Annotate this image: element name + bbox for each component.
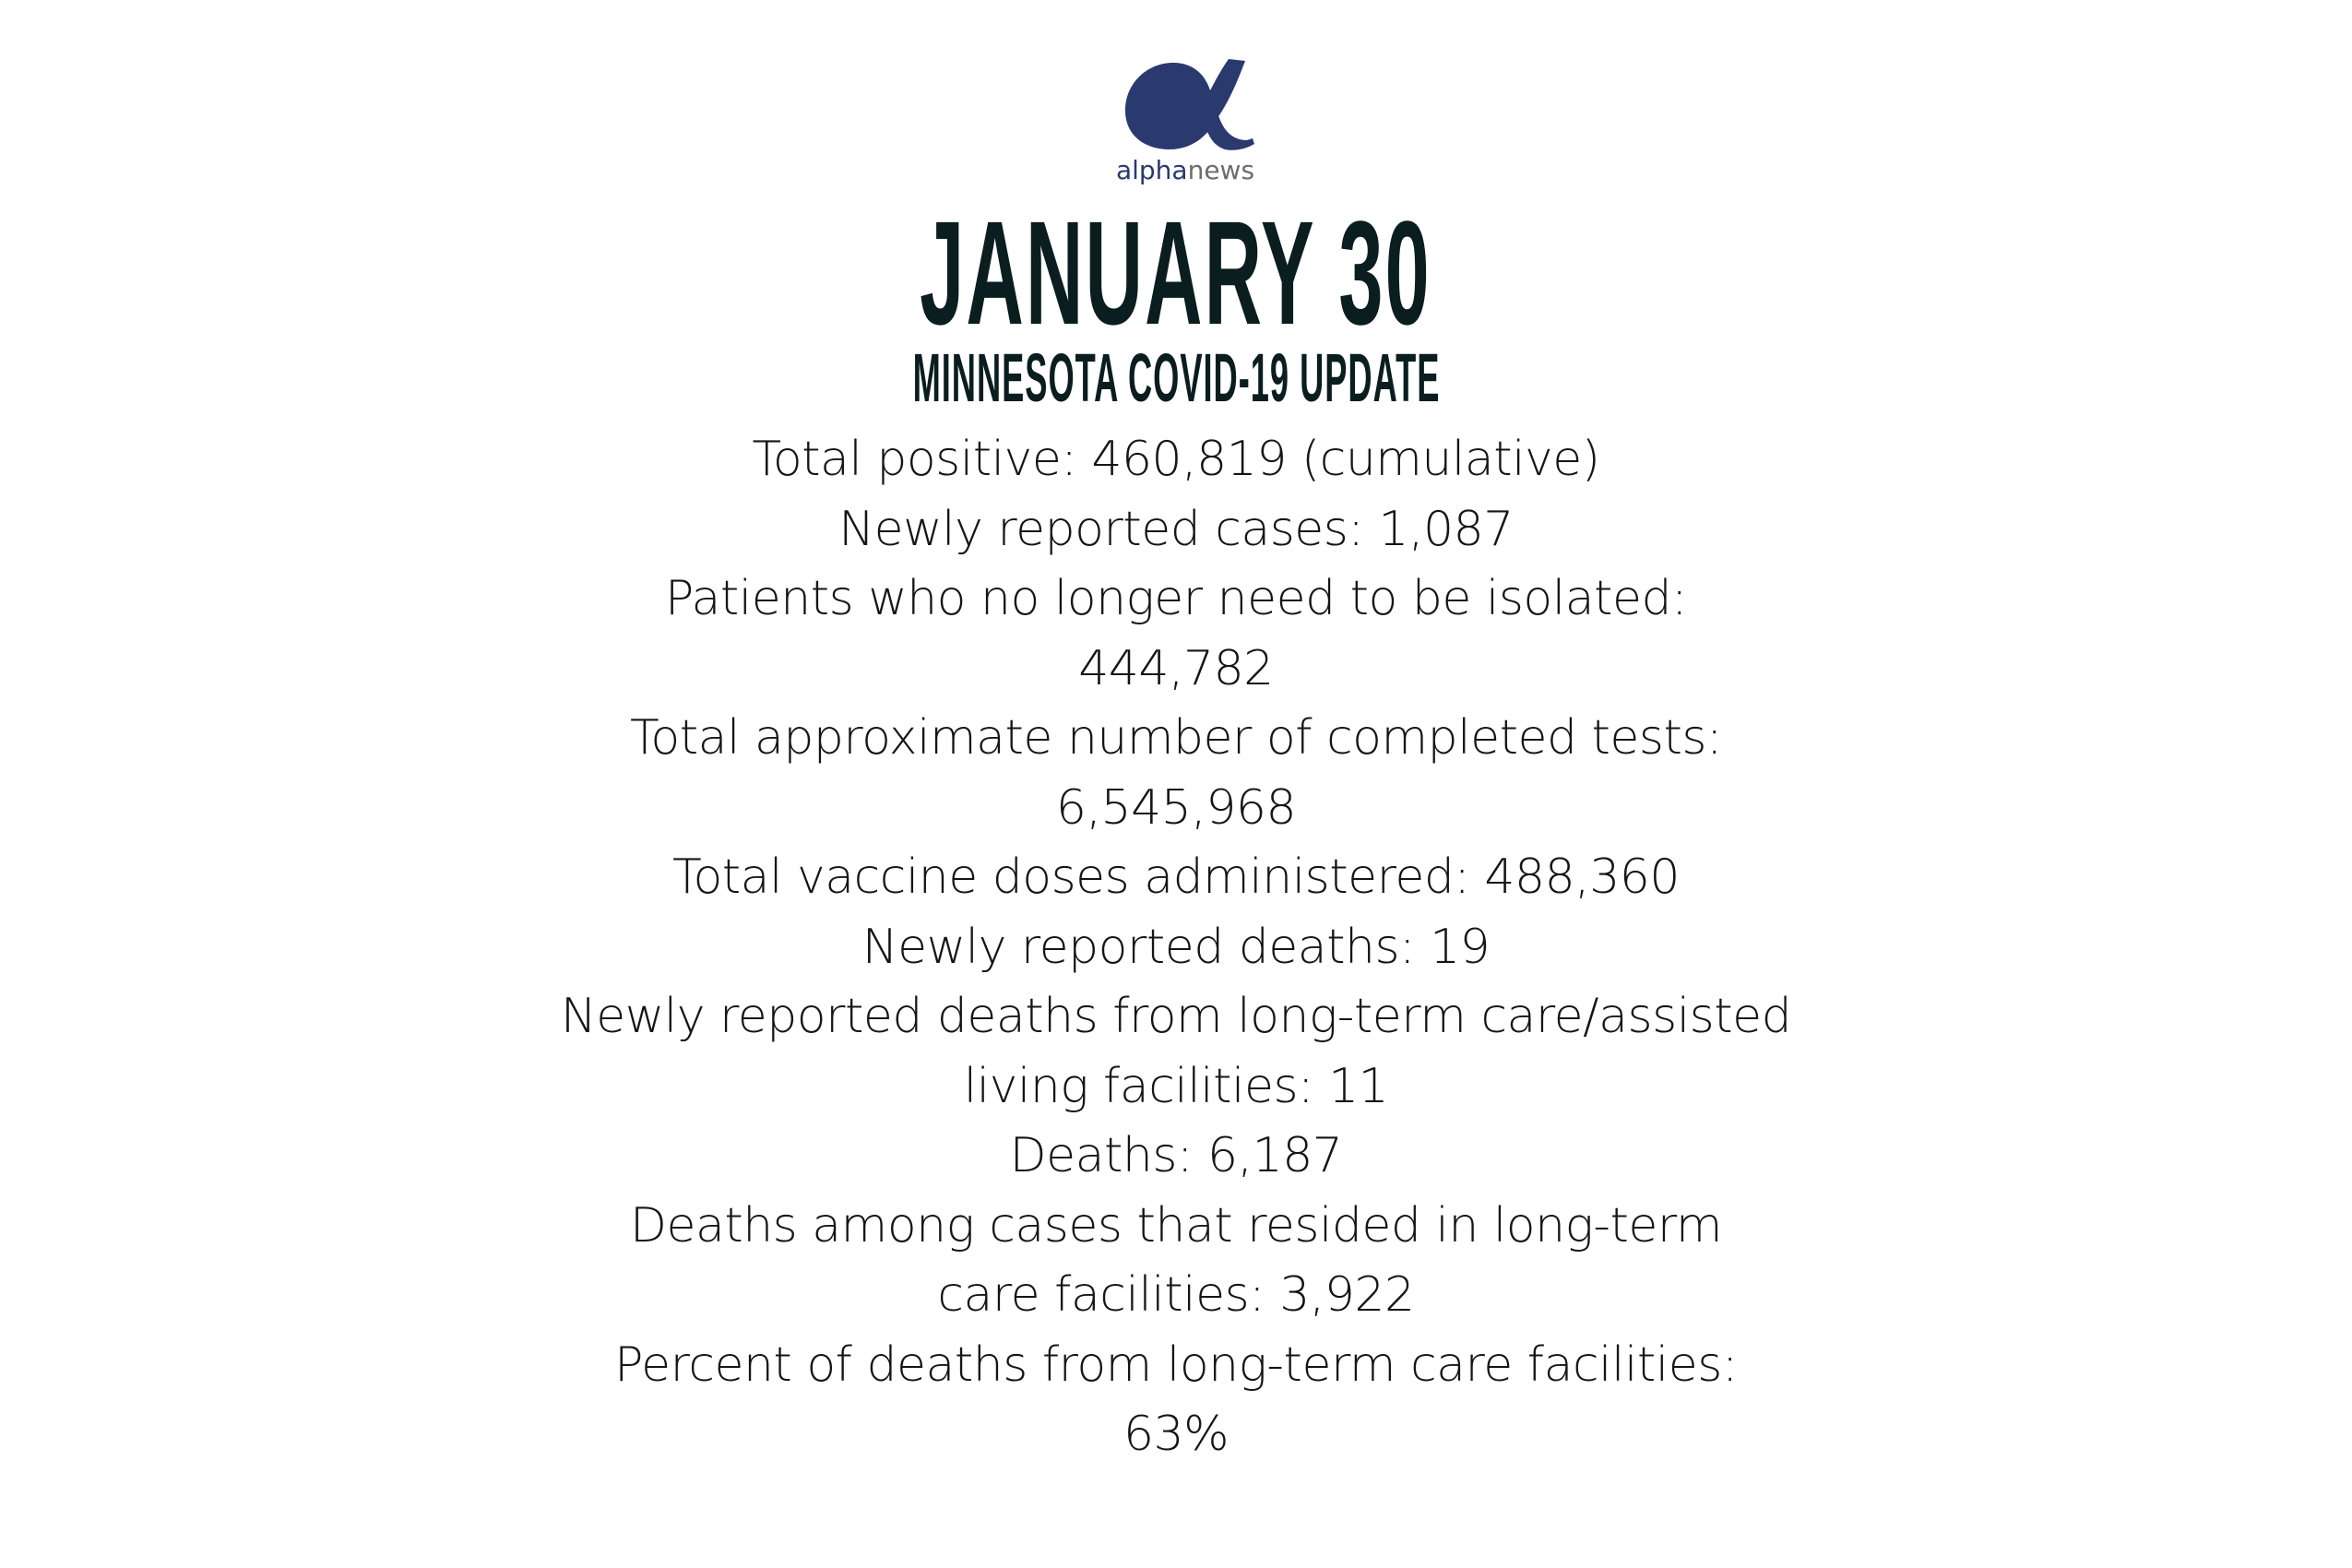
page-subtitle: MINNESOTA COVID-19 UPDATE (0, 339, 2352, 416)
stat-line: 63% (1123, 1407, 1229, 1462)
stat-line: Deaths: 6,187 (1009, 1128, 1343, 1183)
stat-line: living facilities: 11 (963, 1058, 1389, 1114)
page-title: JANUARY 30 (0, 190, 2352, 355)
stat-line: Total vaccine doses administered: 488,36… (672, 849, 1680, 905)
logo-text-news: news (1187, 155, 1255, 185)
stat-line: care facilities: 3,922 (937, 1267, 1415, 1323)
stat-line: Total approximate number of completed te… (630, 710, 1722, 766)
title-text: JANUARY 30 (920, 190, 1432, 355)
stat-line: Newly reported cases: 1,087 (838, 501, 1514, 557)
stat-line: Newly reported deaths from long-term car… (560, 989, 1792, 1044)
stat-line: 6,545,968 (1055, 779, 1297, 836)
subtitle-text: MINNESOTA COVID-19 UPDATE (912, 339, 1440, 416)
stat-line: Patients who no longer need to be isolat… (665, 571, 1687, 626)
stats-body: Total positive: 460,819 (cumulative) New… (0, 425, 2352, 1470)
stat-line: Percent of deaths from long-term care fa… (614, 1336, 1738, 1393)
alphanews-logo: alphanews (1098, 53, 1273, 192)
logo-wordmark: alphanews (1098, 157, 1273, 184)
alpha-logo-icon (1125, 59, 1254, 150)
stat-line: Total positive: 460,819 (cumulative) (752, 432, 1600, 487)
stat-line: 444,782 (1078, 640, 1274, 696)
logo-text-alpha: alpha (1115, 155, 1188, 185)
stat-line: Deaths among cases that resided in long-… (629, 1197, 1723, 1253)
stat-line: Newly reported deaths: 19 (861, 919, 1491, 975)
